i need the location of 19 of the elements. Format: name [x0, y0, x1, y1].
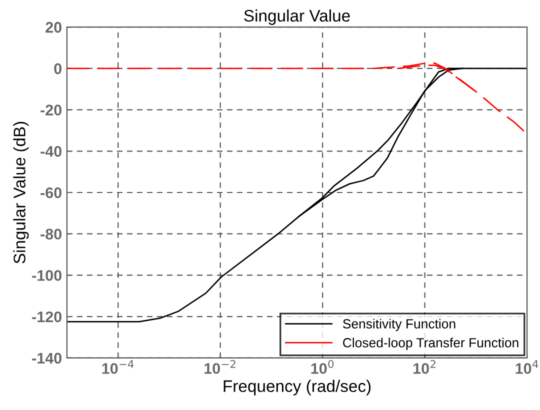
y-axis-title: Singular Value (dB): [13, 122, 29, 264]
x-tick-label: 10$^{−4}$: [102, 360, 134, 374]
y-tick-label: -80: [40, 228, 62, 240]
y-tick-label: -140: [32, 352, 62, 364]
legend-label: Sensitivity Function: [342, 318, 456, 332]
x-tick-label: 10$^{2}$: [414, 360, 436, 374]
x-tick-label: 10$^{−2}$: [204, 360, 236, 374]
x-tick-label: 10$^{0}$: [311, 360, 334, 374]
y-tick-label: 20: [46, 22, 62, 33]
y-tick-label: -20: [40, 104, 62, 116]
y-tick-label: -100: [32, 270, 62, 281]
y-tick-label: 0: [54, 63, 62, 74]
y-tick-label: -40: [40, 146, 62, 157]
legend-label: Closed-loop Transfer Function: [343, 338, 518, 350]
y-tick-label: -60: [40, 187, 62, 198]
x-tick-label: 10$^{4}$: [516, 360, 538, 374]
chart-title: Singular Value: [244, 9, 350, 25]
y-tick-label: -120: [32, 311, 62, 322]
x-axis-title: Frequency (rad/sec): [224, 380, 371, 396]
